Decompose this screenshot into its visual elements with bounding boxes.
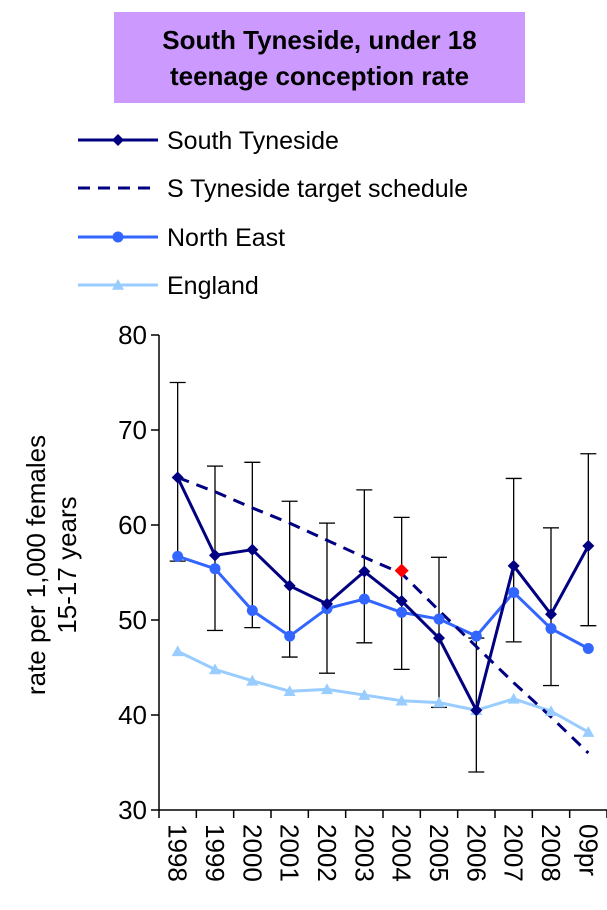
- x-tick-label: 1998: [163, 824, 193, 882]
- highlight-point: [394, 563, 409, 578]
- legend: South Tyneside S Tyneside target schedule…: [78, 127, 468, 300]
- y-tick-label: 80: [118, 320, 147, 350]
- series-line-south-tyneside: [176, 476, 590, 712]
- data-point: [246, 674, 259, 686]
- legend-label: S Tyneside target schedule: [167, 175, 468, 203]
- error-bars: [169, 381, 597, 773]
- y-axis-label: rate per 1,000 females 15-17 years: [21, 435, 82, 695]
- x-tick-label: 2008: [536, 824, 566, 882]
- chart-title-line-2: teenage conception rate: [169, 60, 470, 91]
- legend-marker: [112, 231, 124, 243]
- y-tick-label: 50: [118, 605, 147, 635]
- x-tick-label: 2003: [349, 824, 379, 882]
- data-point: [283, 685, 296, 697]
- x-tick-label: 2000: [237, 824, 267, 882]
- data-point: [433, 613, 445, 625]
- data-point: [283, 579, 296, 592]
- data-point: [321, 683, 333, 695]
- data-point: [582, 726, 595, 737]
- data-point: [507, 559, 520, 572]
- data-point: [209, 663, 221, 675]
- data-point: [284, 630, 296, 642]
- series-line-s-tyneside-target-schedule: [177, 476, 590, 755]
- y-tick-label: 40: [118, 700, 147, 730]
- data-point: [545, 705, 557, 716]
- x-tick-label: 2002: [312, 824, 342, 882]
- data-point: [171, 471, 184, 484]
- data-point: [209, 563, 221, 575]
- data-point: [395, 694, 408, 706]
- markers-group: [171, 471, 595, 737]
- x-tick-label: 1999: [200, 824, 230, 882]
- data-point: [172, 550, 184, 562]
- data-point: [246, 605, 258, 616]
- data-point: [508, 586, 520, 598]
- data-point: [358, 565, 371, 578]
- legend-label: England: [167, 272, 259, 300]
- data-point: [507, 692, 520, 704]
- x-tick-label: 2006: [461, 824, 491, 882]
- x-tick-label: 09pr: [573, 824, 603, 876]
- data-point: [545, 623, 557, 635]
- y-tick-label: 70: [118, 415, 147, 445]
- data-point: [246, 543, 259, 556]
- x-tick-label: 2004: [387, 824, 417, 882]
- data-point: [470, 704, 483, 717]
- data-point: [582, 539, 595, 552]
- y-axis-label-line-1: rate per 1,000 females: [21, 435, 51, 695]
- data-point: [396, 606, 408, 618]
- y-axis-label-line-2: 15-17 years: [52, 496, 82, 633]
- legend-label: South Tyneside: [167, 127, 339, 155]
- x-tick-label: 2007: [499, 824, 529, 882]
- data-point: [470, 630, 482, 642]
- data-point: [395, 595, 408, 607]
- x-tick-label: 2005: [424, 824, 454, 882]
- series-line-north-east: [177, 554, 590, 650]
- x-tick-label: 2001: [275, 824, 305, 882]
- data-point: [582, 643, 594, 654]
- chart-title-line-1: South Tyneside, under 18: [162, 24, 477, 55]
- data-point: [358, 689, 371, 700]
- data-point: [358, 593, 370, 605]
- y-tick-label: 30: [118, 795, 147, 825]
- axes: 30 40 50 60 70 80 1998 1999 2000 2001 2002 2003 2004…: [118, 320, 607, 882]
- data-point: [171, 645, 184, 657]
- series-group: [176, 476, 590, 755]
- chart-title: South Tyneside, under 18 teenage concept…: [114, 12, 525, 103]
- data-point: [433, 696, 445, 708]
- data-point: [545, 608, 557, 621]
- data-point: [433, 632, 445, 645]
- y-tick-label: 60: [118, 510, 147, 540]
- legend-marker: [112, 134, 124, 146]
- series-line-england: [177, 649, 590, 734]
- legend-label: North East: [167, 224, 285, 252]
- data-point: [209, 549, 221, 562]
- data-point: [321, 597, 333, 610]
- legend-marker: [112, 279, 124, 290]
